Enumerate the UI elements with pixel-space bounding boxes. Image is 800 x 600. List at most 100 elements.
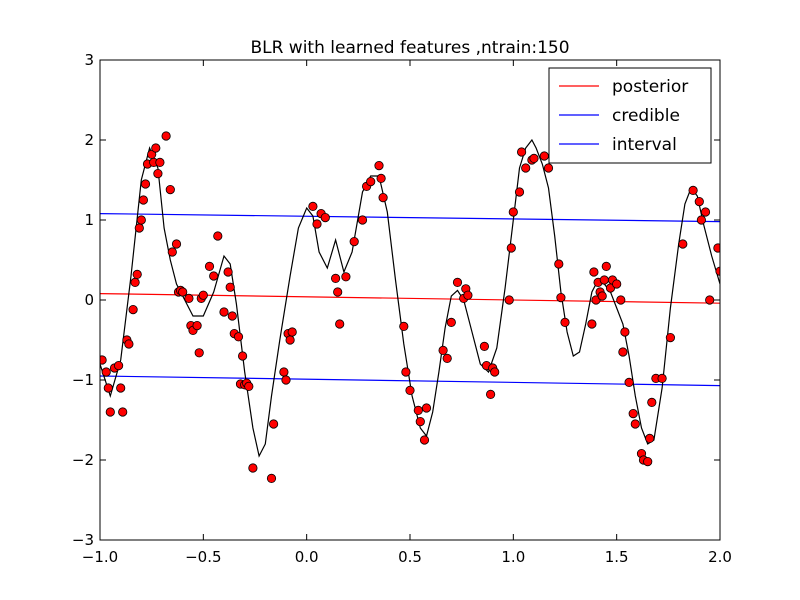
data-point bbox=[184, 293, 194, 303]
data-point bbox=[101, 367, 111, 377]
data-point bbox=[128, 304, 138, 315]
data-point bbox=[521, 163, 531, 173]
data-point bbox=[238, 351, 248, 361]
data-point bbox=[312, 219, 322, 229]
y-tick-label: −3 bbox=[72, 531, 94, 549]
y-tick-label: 0 bbox=[84, 291, 94, 309]
data-point bbox=[479, 341, 489, 351]
data-point bbox=[171, 239, 182, 249]
data-point bbox=[281, 375, 291, 385]
data-point bbox=[130, 277, 140, 287]
data-point bbox=[504, 295, 514, 305]
data-point bbox=[657, 373, 667, 383]
data-point bbox=[529, 153, 539, 163]
data-point bbox=[204, 261, 215, 271]
data-point bbox=[100, 355, 107, 365]
y-tick-label: −2 bbox=[72, 451, 94, 469]
data-point bbox=[446, 317, 456, 327]
data-point bbox=[192, 320, 202, 331]
data-point bbox=[616, 295, 626, 305]
data-point bbox=[116, 383, 126, 393]
series-line-credible bbox=[100, 213, 720, 223]
data-point bbox=[506, 243, 516, 253]
y-tick-label: 3 bbox=[84, 51, 94, 69]
data-point bbox=[219, 307, 229, 317]
data-point bbox=[366, 177, 376, 187]
data-point bbox=[415, 416, 425, 427]
legend-label: interval bbox=[612, 135, 677, 155]
data-point bbox=[643, 456, 653, 467]
data-point bbox=[140, 179, 151, 189]
data-point bbox=[151, 143, 161, 153]
data-point bbox=[452, 277, 463, 287]
data-point bbox=[554, 259, 564, 269]
data-point bbox=[601, 261, 611, 271]
data-point bbox=[612, 279, 622, 289]
data-point bbox=[118, 407, 128, 417]
data-point bbox=[624, 377, 634, 387]
data-point bbox=[209, 271, 219, 281]
data-point bbox=[399, 321, 409, 331]
data-point bbox=[688, 185, 698, 195]
data-point bbox=[248, 463, 258, 473]
data-point bbox=[194, 348, 204, 358]
data-point bbox=[413, 405, 423, 415]
data-point bbox=[694, 197, 704, 207]
data-point bbox=[161, 131, 171, 141]
data-point bbox=[508, 207, 518, 217]
data-point bbox=[349, 237, 359, 247]
data-point bbox=[155, 157, 165, 167]
data-point bbox=[167, 247, 177, 257]
data-point bbox=[124, 339, 134, 349]
data-point bbox=[279, 367, 289, 377]
data-point bbox=[419, 435, 430, 445]
x-tick-label: −0.5 bbox=[185, 548, 221, 566]
axes: −1.0 −0.5 0.0 0.5 1.0 1.5 2.0 −3 −2 −1 0 1 2 3 bbox=[72, 51, 732, 566]
data-point bbox=[620, 327, 630, 337]
data-point bbox=[308, 201, 318, 211]
data-point bbox=[539, 151, 549, 161]
data-point bbox=[628, 408, 638, 419]
legend-label: credible bbox=[612, 106, 680, 126]
data-point bbox=[514, 187, 525, 197]
data-point bbox=[589, 267, 599, 277]
data-point bbox=[401, 367, 411, 377]
data-point bbox=[597, 291, 607, 301]
x-tick-label: 1.0 bbox=[501, 548, 525, 566]
data-point bbox=[320, 213, 330, 223]
series-line-curve-3 bbox=[100, 138, 720, 458]
data-point bbox=[516, 147, 527, 157]
legend-label: posterior bbox=[612, 77, 688, 97]
data-point bbox=[599, 275, 609, 285]
data-point bbox=[136, 215, 146, 225]
data-point bbox=[438, 345, 448, 355]
data-point bbox=[490, 367, 500, 377]
data-point bbox=[244, 381, 254, 391]
data-point bbox=[227, 311, 237, 321]
data-point bbox=[330, 273, 341, 283]
data-point bbox=[374, 161, 384, 171]
data-point bbox=[105, 407, 115, 417]
data-point bbox=[223, 267, 233, 277]
data-point bbox=[645, 433, 655, 443]
data-point bbox=[341, 272, 351, 282]
data-point bbox=[138, 195, 148, 205]
data-point bbox=[647, 397, 657, 407]
data-point bbox=[335, 319, 345, 329]
data-point bbox=[266, 473, 277, 483]
data-point bbox=[700, 207, 711, 217]
y-tick-label: 2 bbox=[84, 131, 94, 149]
data-point bbox=[485, 389, 496, 399]
data-point bbox=[103, 383, 113, 393]
data-point bbox=[134, 223, 144, 233]
data-point bbox=[225, 282, 235, 292]
data-point bbox=[165, 185, 175, 195]
x-tick-label: 0.0 bbox=[295, 548, 319, 566]
data-point bbox=[178, 287, 188, 297]
data-point bbox=[357, 215, 368, 225]
plot-area bbox=[100, 131, 720, 483]
data-point bbox=[285, 335, 295, 345]
data-point bbox=[630, 419, 640, 429]
data-point bbox=[442, 353, 452, 363]
